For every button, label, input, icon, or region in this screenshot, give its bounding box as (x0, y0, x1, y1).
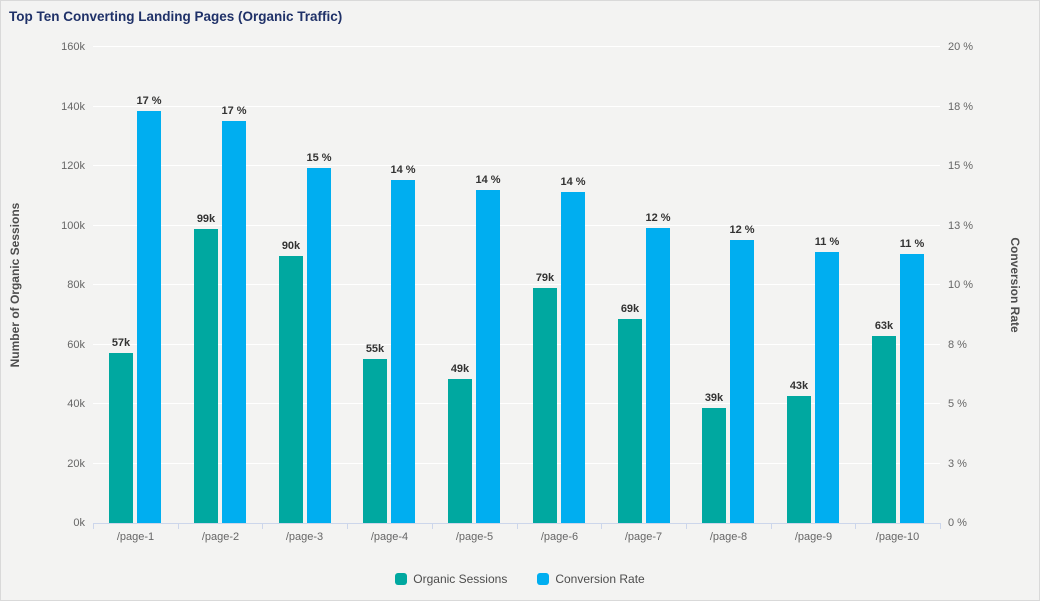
gridline (93, 224, 940, 226)
legend: Organic Sessions Conversion Rate (1, 572, 1039, 586)
x-axis-category-label: /page-3 (285, 531, 324, 543)
bar-organic-sessions[interactable] (618, 319, 642, 523)
x-axis-category-label: /page-5 (455, 531, 494, 543)
bar-organic-sessions[interactable] (533, 288, 557, 523)
right-axis-tick-label: 3 % (948, 457, 967, 470)
left-axis-tick-label: 0k (73, 517, 85, 529)
chart-title: Top Ten Converting Landing Pages (Organi… (9, 9, 343, 24)
x-axis-category-label: /page-4 (370, 531, 409, 543)
right-axis-tick-label: 10 % (948, 279, 974, 291)
bar-data-label: 17 % (221, 105, 247, 117)
x-axis-category-label: /page-10 (875, 531, 920, 543)
bar-organic-sessions[interactable] (448, 379, 472, 523)
gridline (93, 462, 940, 464)
x-axis-category-label: /page-2 (201, 531, 240, 543)
left-axis-tick-label: 140k (61, 100, 85, 113)
right-axis-tick-label: 13 % (948, 219, 974, 232)
bar-data-label: 49k (450, 363, 470, 375)
left-axis-tick-label: 80k (67, 279, 85, 291)
right-axis-title: Conversion Rate (1008, 237, 1022, 333)
bar-data-label: 14 % (560, 176, 586, 188)
left-axis-tick-label: 40k (67, 398, 85, 410)
bar-organic-sessions[interactable] (787, 396, 811, 523)
bar-data-label: 14 % (475, 174, 501, 186)
organic-sessions-swatch-icon (395, 573, 408, 585)
left-axis-tick-label: 120k (61, 160, 85, 172)
bar-conversion-rate[interactable] (561, 192, 585, 523)
left-axis-tick-label: 60k (67, 338, 85, 351)
bar-conversion-rate[interactable] (646, 228, 670, 523)
bar-organic-sessions[interactable] (109, 353, 133, 523)
bar-organic-sessions[interactable] (363, 359, 387, 523)
bar-conversion-rate[interactable] (900, 254, 924, 523)
bar-data-label: 55k (365, 343, 385, 355)
right-axis-tick-label: 18 % (948, 100, 974, 113)
bar-conversion-rate[interactable] (137, 111, 161, 523)
gridline (93, 105, 940, 107)
x-axis-category-label: /page-9 (794, 531, 833, 543)
x-axis-tick (855, 523, 856, 529)
bar-conversion-rate[interactable] (307, 168, 331, 523)
x-axis-category-label: /page-6 (540, 531, 579, 543)
x-axis-tick (771, 523, 772, 529)
legend-label: Conversion Rate (555, 572, 645, 586)
bar-data-label: 14 % (390, 164, 416, 176)
x-axis-tick (347, 523, 348, 529)
legend-item-conversion-rate[interactable]: Conversion Rate (537, 572, 645, 586)
bar-data-label: 12 % (645, 212, 671, 224)
x-axis-tick (178, 523, 179, 529)
left-axis-tick-label: 100k (61, 219, 85, 232)
bar-conversion-rate[interactable] (391, 180, 415, 523)
gridline (93, 284, 940, 285)
bar-conversion-rate[interactable] (476, 190, 500, 523)
bar-data-label: 12 % (729, 224, 755, 236)
bar-data-label: 69k (620, 303, 640, 315)
bar-data-label: 39k (704, 392, 724, 404)
bar-organic-sessions[interactable] (872, 336, 896, 523)
bar-conversion-rate[interactable] (222, 121, 246, 523)
x-axis-tick (262, 523, 263, 529)
x-axis-category-label: /page-8 (709, 531, 748, 543)
right-axis-tick-label: 8 % (948, 338, 967, 351)
x-axis-tick (93, 523, 94, 529)
x-axis-category-label: /page-1 (116, 531, 155, 543)
x-axis-tick (432, 523, 433, 529)
bar-data-label: 57k (111, 337, 131, 349)
x-axis-tick (601, 523, 602, 529)
gridline (93, 165, 940, 166)
bar-data-label: 99k (196, 213, 216, 225)
bar-data-label: 43k (789, 380, 809, 392)
legend-label: Organic Sessions (413, 572, 508, 586)
bar-data-label: 90k (281, 240, 301, 252)
bar-data-label: 79k (535, 272, 555, 284)
legend-item-organic-sessions[interactable]: Organic Sessions (395, 572, 507, 586)
right-axis-tick-label: 20 % (948, 41, 974, 53)
bar-data-label: 11 % (899, 238, 925, 250)
bar-data-label: 63k (874, 320, 894, 332)
x-axis-tick (517, 523, 518, 529)
gridline (93, 403, 940, 404)
right-axis-tick-label: 5 % (948, 398, 967, 410)
bar-organic-sessions[interactable] (194, 229, 218, 523)
bar-organic-sessions[interactable] (702, 408, 726, 523)
right-axis-tick-label: 0 % (948, 517, 967, 529)
gridline (93, 343, 940, 345)
x-axis-tick (940, 523, 941, 529)
x-axis-tick (686, 523, 687, 529)
left-axis-tick-label: 20k (67, 457, 85, 470)
left-axis-tick-label: 160k (61, 41, 85, 53)
plot-area: 57k 17 % 99k 17 % 90k 15 % 55k 14 % 49k 14 % 79k 14… (93, 46, 940, 523)
right-axis-tick-label: 15 % (948, 160, 974, 172)
bar-conversion-rate[interactable] (815, 252, 839, 523)
gridline (93, 46, 940, 47)
bar-conversion-rate[interactable] (730, 240, 754, 523)
x-axis-category-label: /page-7 (624, 531, 663, 543)
bar-data-label: 17 % (136, 95, 162, 107)
bar-data-label: 11 % (814, 236, 840, 248)
bar-data-label: 15 % (306, 152, 332, 164)
conversion-rate-swatch-icon (537, 573, 550, 585)
bar-organic-sessions[interactable] (279, 256, 303, 523)
